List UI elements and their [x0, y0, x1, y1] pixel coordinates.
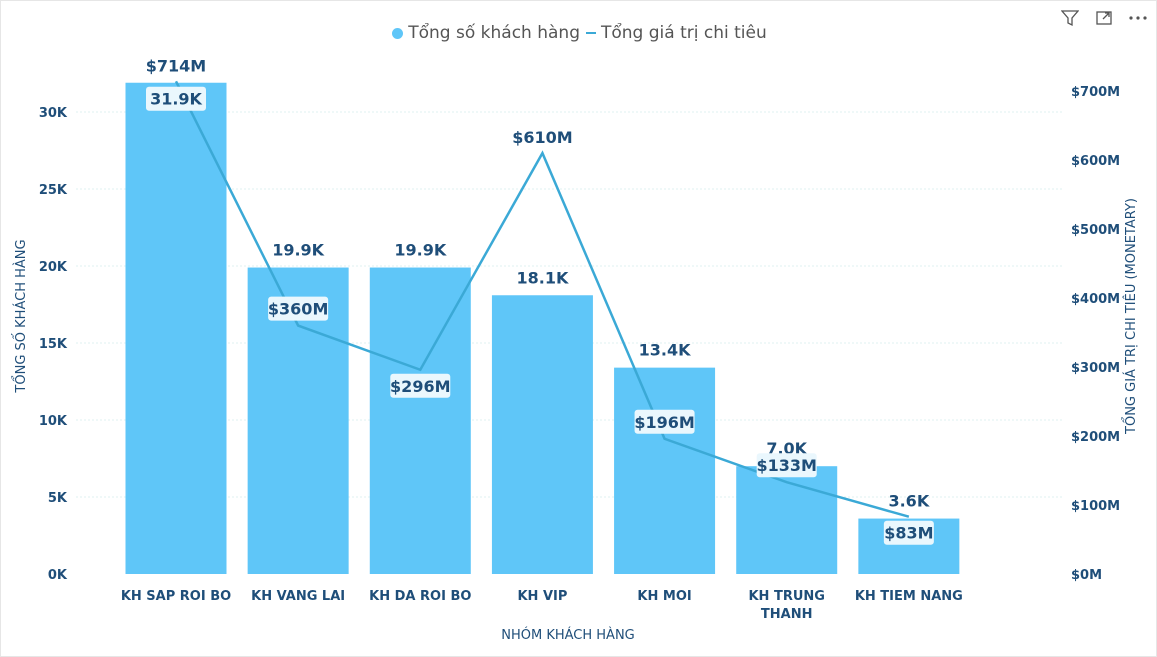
bar-data-label: 31.9K: [150, 90, 202, 109]
x-tick-label: THANH: [761, 607, 813, 622]
x-tick-label: KH VANG LAI: [251, 589, 345, 604]
y-left-tick-label: 15K: [39, 337, 68, 352]
x-tick-label: KH DA ROI BO: [369, 589, 471, 604]
focus-mode-icon[interactable]: [1094, 8, 1114, 28]
legend-item-bar[interactable]: Tổng số khách hàng: [392, 23, 580, 43]
legend: Tổng số khách hàng Tổng giá trị chi tiêu: [1, 23, 1157, 43]
line-data-label: $83M: [884, 524, 933, 543]
y-axis-right-title: TỔNG GIÁ TRỊ CHI TIÊU (MONETARY): [1122, 198, 1139, 435]
legend-bar-marker: [392, 27, 404, 39]
bar-data-label: 13.4K: [639, 341, 691, 360]
x-axis: KH SAP ROI BO KH VANG LAI KH DA ROI BO KH V…: [121, 589, 963, 622]
bar-data-label: 19.9K: [394, 241, 446, 260]
y-left-tick-label: 0K: [48, 568, 68, 583]
line-path: [174, 80, 910, 518]
y-axis-left-title: TỔNG SỐ KHÁCH HÀNG: [12, 239, 29, 393]
bar-data-label: 3.6K: [888, 492, 929, 511]
y-right-tick-label: $300M: [1071, 361, 1120, 376]
x-axis-title: NHÓM KHÁCH HÀNG: [501, 627, 635, 643]
line-data-label: $610M: [512, 128, 572, 147]
y-left-tick-label: 10K: [39, 414, 68, 429]
y-right-tick-label: $700M: [1071, 85, 1120, 100]
y-right-tick-label: $100M: [1071, 499, 1120, 514]
line-data-label: $296M: [390, 377, 450, 396]
y-left-tick-label: 5K: [48, 491, 68, 506]
line-label-background: [756, 453, 817, 478]
y-right-tick-label: $200M: [1071, 430, 1120, 445]
bar-series: [125, 82, 960, 575]
line-label-background: [268, 296, 329, 321]
y-axis-right: $0M $100M $200M $300M $400M $500M $600M $700M: [1071, 85, 1120, 583]
x-tick-label: KH VIP: [517, 589, 567, 604]
legend-item-line[interactable]: Tổng giá trị chi tiêu: [586, 23, 767, 43]
y-axis-left: 0K 5K 10K 15K 20K 25K 30K: [39, 106, 68, 583]
bar-data-label: 19.9K: [272, 241, 324, 260]
legend-line-label: Tổng giá trị chi tiêu: [601, 23, 767, 43]
line-data-label: $133M: [756, 456, 816, 475]
y-left-tick-label: 20K: [39, 260, 68, 275]
bar: [125, 82, 227, 575]
bar-data-label: 18.1K: [516, 268, 568, 287]
bar: [736, 466, 838, 574]
more-options-icon[interactable]: [1128, 8, 1148, 28]
y-right-tick-label: $600M: [1071, 154, 1120, 169]
line-label-background: [390, 373, 451, 398]
line-data-label: $196M: [634, 413, 694, 432]
legend-line-marker: [586, 32, 596, 34]
line-data-label: $714M: [146, 56, 206, 75]
bar: [491, 295, 593, 574]
line-data-label: $360M: [268, 300, 328, 319]
visual-toolbar: [1060, 7, 1148, 29]
x-tick-label: KH SAP ROI BO: [121, 589, 231, 604]
y-right-tick-label: $400M: [1071, 292, 1120, 307]
x-tick-label: KH MOI: [637, 589, 691, 604]
bar-label-background: [146, 86, 206, 111]
y-left-tick-label: 25K: [39, 183, 68, 198]
y-left-tick-label: 30K: [39, 106, 68, 121]
y-right-tick-label: $0M: [1071, 568, 1102, 583]
line-label-background: [634, 409, 695, 434]
line-series: [174, 80, 910, 518]
bar: [369, 267, 471, 574]
x-tick-label: KH TRUNG: [748, 589, 824, 604]
y-right-tick-label: $500M: [1071, 223, 1120, 238]
filter-icon[interactable]: [1060, 8, 1080, 28]
bar: [614, 367, 716, 574]
x-tick-label: KH TIEM NANG: [855, 589, 963, 604]
line-label-background: [883, 520, 934, 545]
legend-bar-label: Tổng số khách hàng: [408, 23, 580, 43]
